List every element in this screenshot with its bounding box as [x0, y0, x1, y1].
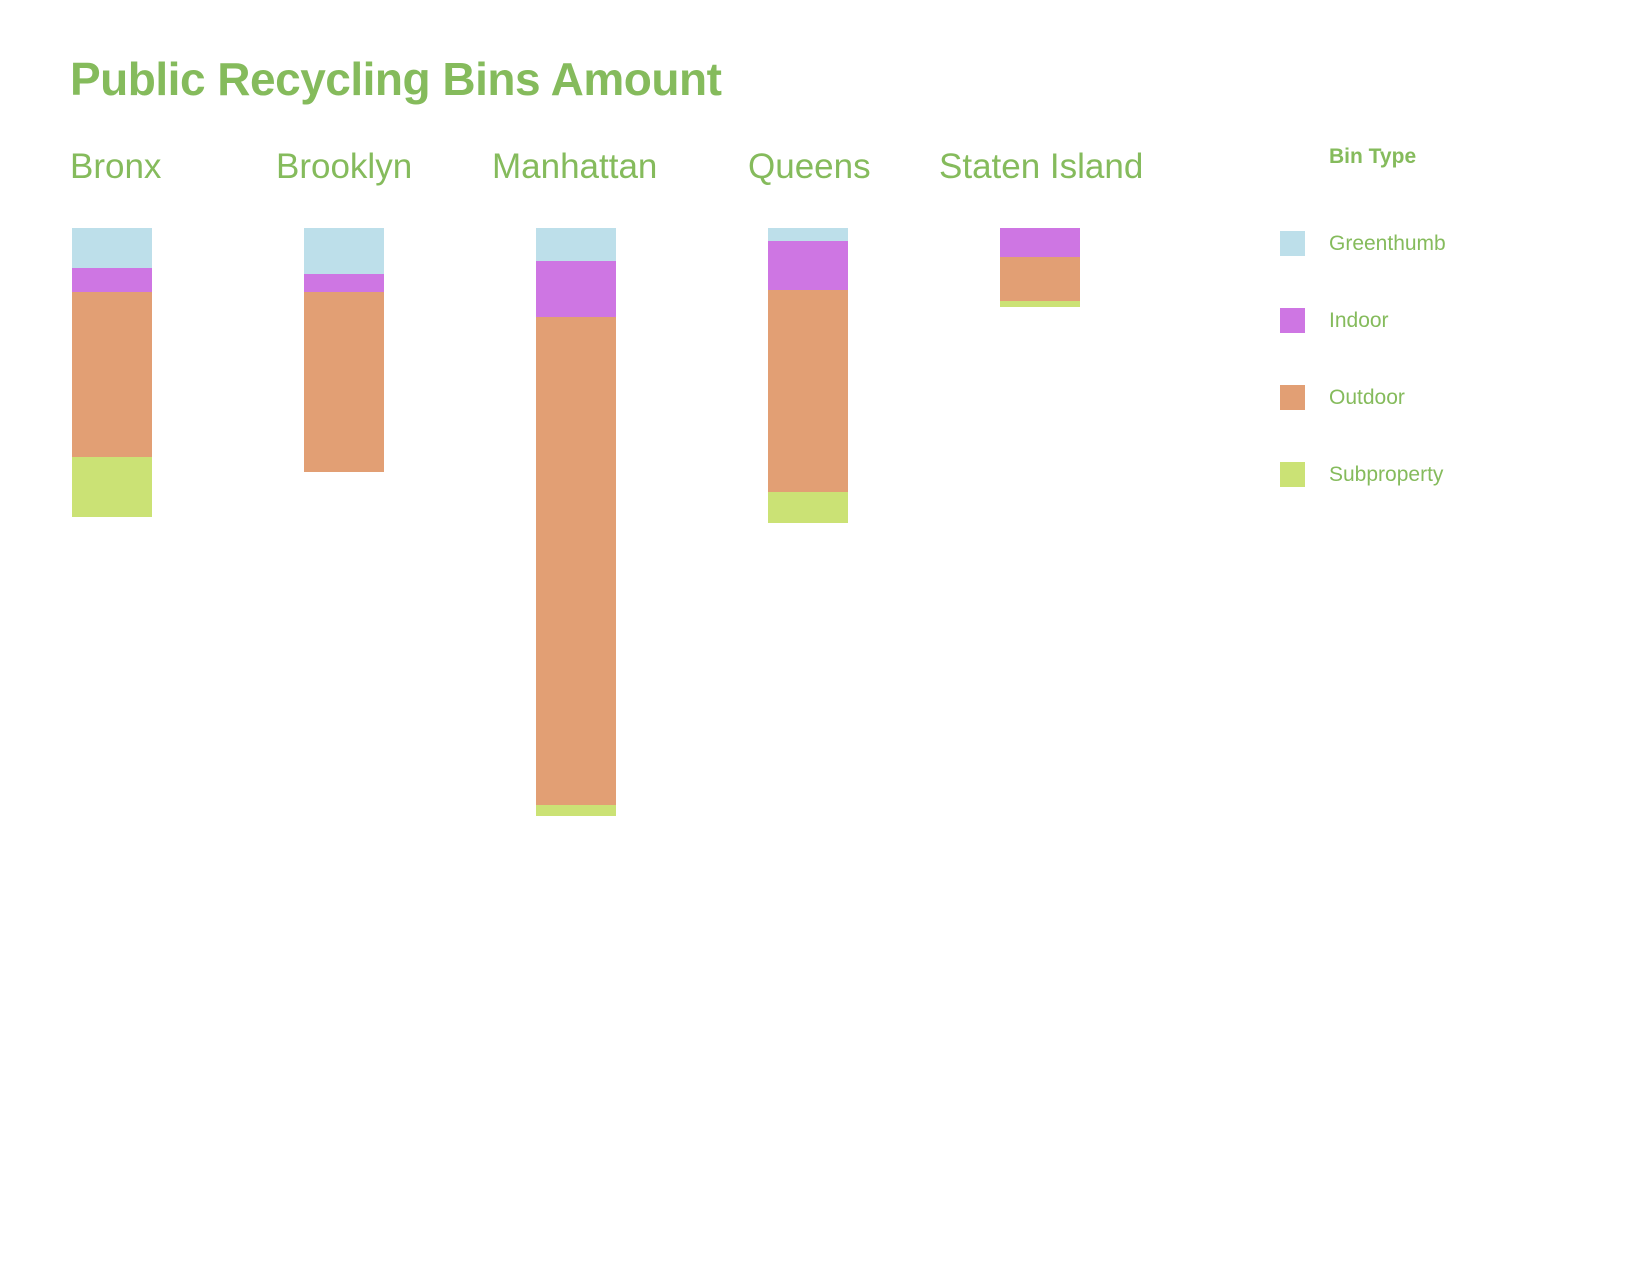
category-label-staten-island: Staten Island: [939, 147, 1143, 186]
bar-segment-staten-island-indoor: [1000, 228, 1080, 257]
bar-segment-queens-subproperty: [768, 492, 848, 523]
chart-title: Public Recycling Bins Amount: [70, 53, 722, 105]
category-label-bronx: Bronx: [70, 147, 162, 186]
bar-segment-staten-island-outdoor: [1000, 257, 1080, 301]
legend-label-indoor: Indoor: [1329, 308, 1389, 332]
category-label-queens: Queens: [748, 147, 871, 186]
legend-item-indoor: Indoor: [1280, 282, 1540, 359]
bar-segment-manhattan-subproperty: [536, 805, 616, 816]
legend-label-subproperty: Subproperty: [1329, 462, 1444, 486]
legend-label-greenthumb: Greenthumb: [1329, 231, 1446, 255]
bar-segment-queens-outdoor: [768, 290, 848, 492]
legend-item-subproperty: Subproperty: [1280, 436, 1540, 513]
legend: Bin Type Greenthumb Indoor Outdoor Subprope…: [1280, 145, 1540, 513]
bar-segment-bronx-indoor: [72, 268, 152, 292]
bar-segment-queens-greenthumb: [768, 228, 848, 241]
bar-segment-bronx-subproperty: [72, 457, 152, 517]
bar-segment-brooklyn-indoor: [304, 274, 384, 292]
bar-segment-bronx-outdoor: [72, 292, 152, 457]
bar-segment-manhattan-outdoor: [536, 317, 616, 805]
legend-items: Greenthumb Indoor Outdoor Subproperty: [1280, 205, 1540, 513]
legend-title: Bin Type: [1329, 145, 1417, 168]
bar-segment-manhattan-greenthumb: [536, 228, 616, 261]
legend-swatch-greenthumb: [1280, 231, 1305, 256]
legend-item-outdoor: Outdoor: [1280, 359, 1540, 436]
legend-item-greenthumb: Greenthumb: [1280, 205, 1540, 282]
category-label-manhattan: Manhattan: [492, 147, 657, 186]
bar-segment-staten-island-subproperty: [1000, 301, 1080, 307]
bar-segment-queens-indoor: [768, 241, 848, 290]
bar-segment-brooklyn-outdoor: [304, 292, 384, 472]
legend-swatch-indoor: [1280, 308, 1305, 333]
bar-segment-manhattan-indoor: [536, 261, 616, 317]
legend-swatch-subproperty: [1280, 462, 1305, 487]
category-label-brooklyn: Brooklyn: [276, 147, 412, 186]
bar-segment-brooklyn-greenthumb: [304, 228, 384, 274]
legend-label-outdoor: Outdoor: [1329, 385, 1405, 409]
bar-segment-bronx-greenthumb: [72, 228, 152, 268]
legend-swatch-outdoor: [1280, 385, 1305, 410]
